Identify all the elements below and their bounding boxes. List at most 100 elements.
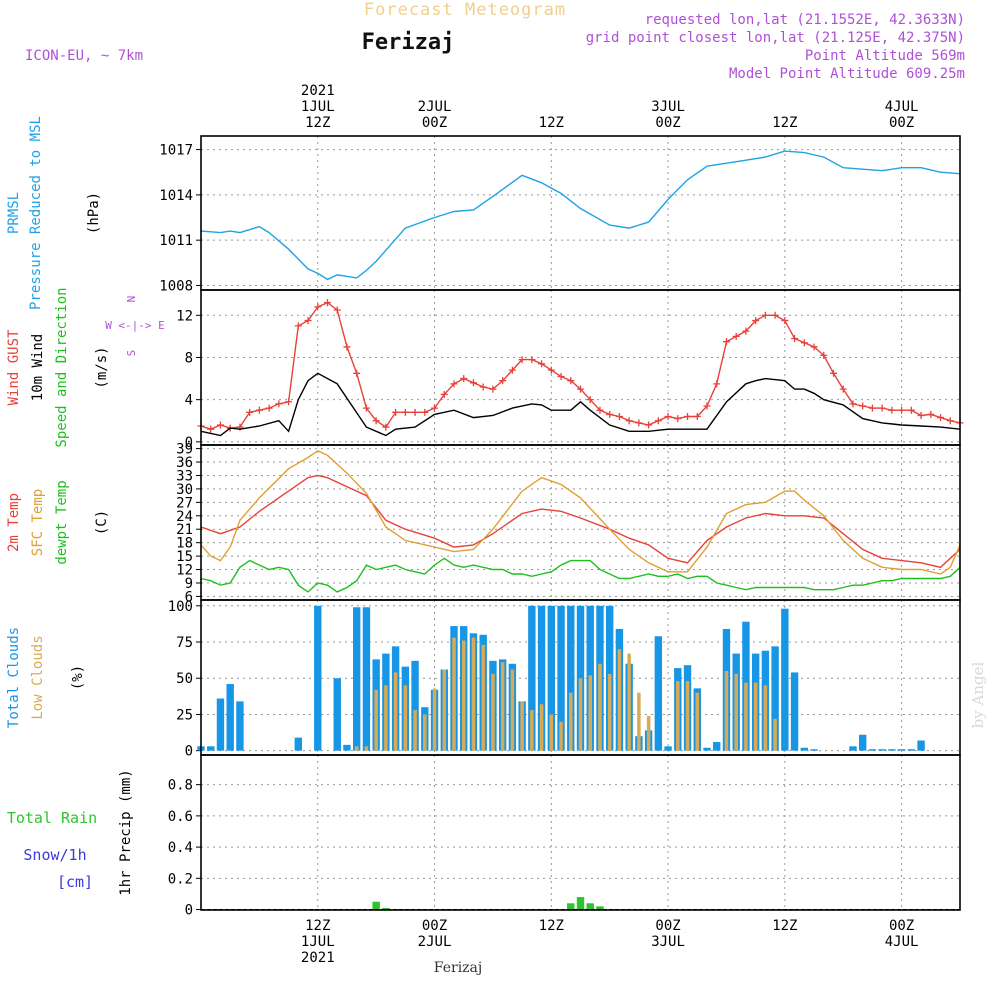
series-line	[200, 557, 961, 593]
low-cloud-bar	[471, 637, 476, 751]
series-line	[200, 150, 961, 281]
panel-frame	[200, 289, 961, 446]
time-label-top: 1JUL	[301, 99, 335, 115]
time-label-bottom: 1JUL	[301, 934, 335, 950]
gust-marker	[528, 356, 536, 364]
gust-marker	[761, 311, 769, 319]
gust-marker	[830, 369, 837, 377]
total-cloud-bar	[654, 636, 663, 751]
total-cloud-bar	[907, 749, 916, 751]
low-cloud-bar	[617, 649, 622, 751]
low-cloud-bar	[695, 692, 700, 751]
gust-marker	[596, 406, 604, 414]
total-cloud-bar	[703, 747, 711, 751]
low-cloud-bar	[724, 670, 729, 751]
time-label-bottom: 3JUL	[651, 934, 685, 950]
time-label-top: 2021	[301, 83, 335, 99]
gust-marker	[635, 419, 643, 427]
total-cloud-bar	[917, 740, 925, 751]
gust-marker	[927, 410, 935, 418]
y-tick-label: 8	[185, 350, 193, 366]
time-label-top: 00Z	[889, 115, 914, 131]
time-label-top: 00Z	[655, 115, 680, 131]
gust-marker	[878, 404, 886, 412]
y-tick-label: 1017	[159, 143, 193, 159]
total-cloud-bar	[858, 734, 867, 751]
low-cloud-bar	[423, 714, 427, 751]
gust-marker	[275, 400, 283, 408]
time-label-top: 00Z	[422, 115, 447, 131]
low-cloud-bar	[627, 653, 631, 751]
low-cloud-bar	[578, 678, 583, 751]
gust-marker	[606, 410, 614, 418]
panel-frame	[200, 444, 961, 601]
total-cloud-bar	[528, 605, 536, 751]
total-cloud-bar	[781, 608, 789, 751]
credit-watermark: by Angel	[969, 661, 987, 728]
total-cloud-bar	[800, 747, 809, 751]
y-tick-label: 27	[176, 495, 193, 511]
gust-marker	[810, 343, 818, 351]
gust-marker	[440, 390, 448, 398]
low-cloud-bar	[539, 704, 544, 751]
gust-marker	[450, 380, 458, 388]
axis-title: 10m Wind	[30, 334, 46, 401]
gust-marker	[800, 339, 808, 347]
axis-title: Speed and Direction	[54, 287, 70, 447]
total-cloud-bar	[557, 605, 565, 751]
total-cloud-bar	[810, 749, 818, 751]
gust-marker	[849, 400, 857, 408]
y-tick-label: 0.8	[168, 778, 193, 794]
gust-marker	[859, 402, 867, 410]
low-cloud-bar	[676, 681, 680, 751]
y-tick-label: 75	[176, 635, 193, 651]
low-cloud-bar	[588, 675, 592, 751]
panel-frame	[200, 135, 961, 291]
precip-bar	[382, 907, 390, 910]
low-cloud-bar	[744, 682, 748, 751]
gust-marker	[625, 417, 633, 425]
series-line	[200, 372, 961, 437]
gust-marker	[898, 406, 906, 414]
low-cloud-bar	[763, 685, 768, 751]
axis-title: 1hr Precip (mm)	[118, 769, 134, 895]
series-line	[200, 301, 961, 430]
low-cloud-bar	[753, 682, 758, 751]
axis-title: PRMSL	[6, 192, 22, 234]
low-cloud-bar	[549, 714, 554, 751]
total-cloud-bar	[897, 749, 906, 751]
precip-bar	[576, 897, 585, 910]
point-altitude: Point Altitude 569m	[805, 48, 965, 64]
y-tick-label: 6	[185, 589, 193, 605]
y-tick-label: 12	[176, 308, 193, 324]
total-cloud-bar	[314, 605, 322, 751]
gust-marker	[294, 322, 302, 330]
axis-title: (hPa)	[86, 192, 102, 234]
gust-marker	[771, 311, 779, 319]
time-label-top: 12Z	[539, 115, 564, 131]
location-title: Ferizaj	[362, 30, 455, 55]
gust-marker	[538, 360, 546, 368]
low-cloud-bar	[481, 644, 485, 751]
y-tick-label: 0	[185, 744, 193, 760]
low-cloud-bar	[442, 669, 447, 751]
y-tick-label: 50	[176, 671, 193, 687]
low-cloud-bar	[403, 685, 408, 751]
gust-marker	[372, 417, 380, 425]
low-cloud-bar	[637, 692, 641, 751]
gust-marker	[421, 408, 429, 416]
gust-marker	[791, 335, 799, 343]
direction-guide-north: N	[125, 296, 138, 303]
gust-marker	[664, 413, 672, 421]
gust-marker	[713, 380, 721, 388]
y-tick-label: 1014	[159, 188, 193, 204]
total-cloud-bar	[226, 684, 234, 751]
gust-marker	[732, 332, 740, 340]
low-cloud-bar	[685, 681, 690, 751]
grid-point-coords: grid point closest lon,lat (21.125E, 42.…	[586, 30, 965, 46]
total-cloud-bar	[333, 678, 341, 751]
total-cloud-bar	[411, 660, 419, 751]
gust-marker	[820, 351, 828, 359]
precip-bar	[596, 906, 604, 910]
